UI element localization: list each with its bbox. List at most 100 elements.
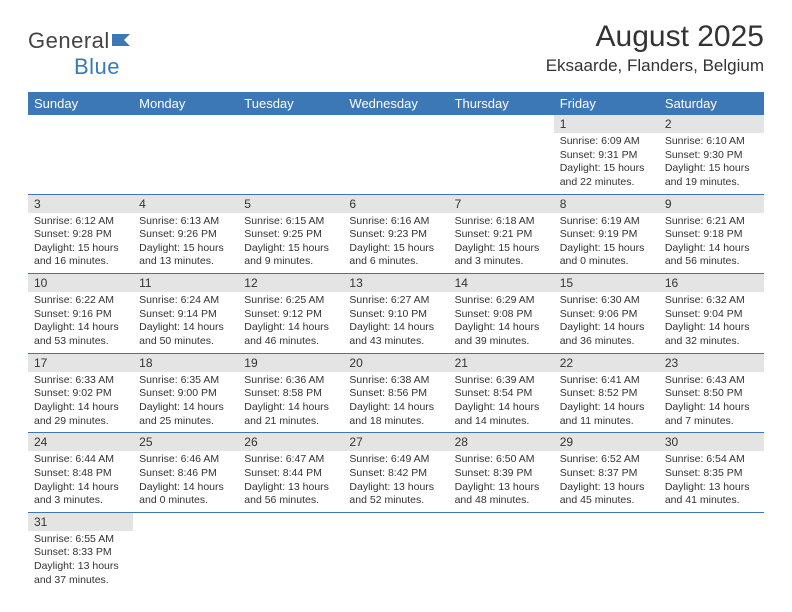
day-details: Sunrise: 6:18 AMSunset: 9:21 PMDaylight:… (449, 213, 554, 274)
sunrise-line: Sunrise: 6:22 AM (34, 294, 127, 308)
calendar-cell-empty (238, 512, 343, 591)
month-title: August 2025 (546, 20, 764, 54)
daylight-line: Daylight: 14 hours and 3 minutes. (34, 481, 127, 508)
daylight-line: Daylight: 15 hours and 6 minutes. (349, 242, 442, 269)
weekday-header: Saturday (659, 92, 764, 115)
sunrise-line: Sunrise: 6:43 AM (665, 374, 758, 388)
sunrise-line: Sunrise: 6:16 AM (349, 215, 442, 229)
day-details: Sunrise: 6:19 AMSunset: 9:19 PMDaylight:… (554, 213, 659, 274)
daylight-line: Daylight: 14 hours and 50 minutes. (139, 321, 232, 348)
sunrise-line: Sunrise: 6:15 AM (244, 215, 337, 229)
sunrise-line: Sunrise: 6:29 AM (455, 294, 548, 308)
day-number: 17 (28, 354, 133, 372)
calendar-cell: 9Sunrise: 6:21 AMSunset: 9:18 PMDaylight… (659, 194, 764, 274)
day-number: 19 (238, 354, 343, 372)
daylight-line: Daylight: 14 hours and 11 minutes. (560, 401, 653, 428)
calendar-row: 1Sunrise: 6:09 AMSunset: 9:31 PMDaylight… (28, 115, 764, 194)
day-number: 9 (659, 195, 764, 213)
sunset-line: Sunset: 9:16 PM (34, 308, 127, 322)
daylight-line: Daylight: 13 hours and 56 minutes. (244, 481, 337, 508)
calendar-cell-empty (343, 512, 448, 591)
sunrise-line: Sunrise: 6:44 AM (34, 453, 127, 467)
sunrise-line: Sunrise: 6:25 AM (244, 294, 337, 308)
daylight-line: Daylight: 14 hours and 0 minutes. (139, 481, 232, 508)
logo-word-1: General (28, 28, 110, 53)
calendar-cell-empty (238, 115, 343, 194)
sunset-line: Sunset: 8:56 PM (349, 387, 442, 401)
calendar-cell-empty (449, 115, 554, 194)
calendar-cell: 11Sunrise: 6:24 AMSunset: 9:14 PMDayligh… (133, 274, 238, 354)
sunset-line: Sunset: 9:31 PM (560, 149, 653, 163)
sunset-line: Sunset: 9:18 PM (665, 228, 758, 242)
sunrise-line: Sunrise: 6:55 AM (34, 533, 127, 547)
sunset-line: Sunset: 9:00 PM (139, 387, 232, 401)
daylight-line: Daylight: 14 hours and 32 minutes. (665, 321, 758, 348)
sunset-line: Sunset: 9:14 PM (139, 308, 232, 322)
day-details: Sunrise: 6:54 AMSunset: 8:35 PMDaylight:… (659, 451, 764, 512)
day-details: Sunrise: 6:36 AMSunset: 8:58 PMDaylight:… (238, 372, 343, 433)
calendar-cell: 24Sunrise: 6:44 AMSunset: 8:48 PMDayligh… (28, 433, 133, 513)
day-details: Sunrise: 6:38 AMSunset: 8:56 PMDaylight:… (343, 372, 448, 433)
day-details: Sunrise: 6:41 AMSunset: 8:52 PMDaylight:… (554, 372, 659, 433)
calendar-cell: 29Sunrise: 6:52 AMSunset: 8:37 PMDayligh… (554, 433, 659, 513)
day-details: Sunrise: 6:43 AMSunset: 8:50 PMDaylight:… (659, 372, 764, 433)
daylight-line: Daylight: 13 hours and 41 minutes. (665, 481, 758, 508)
daylight-line: Daylight: 14 hours and 25 minutes. (139, 401, 232, 428)
day-number: 3 (28, 195, 133, 213)
calendar-cell-empty (133, 115, 238, 194)
flag-icon (112, 28, 134, 54)
day-number: 20 (343, 354, 448, 372)
calendar-cell: 1 Sunrise: 6:09 AMSunset: 9:31 PMDaylight… (554, 115, 659, 194)
calendar-cell-empty (449, 512, 554, 591)
header: General Blue August 2025 Eksaarde, Fland… (28, 20, 764, 80)
sunset-line: Sunset: 8:44 PM (244, 467, 337, 481)
calendar-cell: 25Sunrise: 6:46 AMSunset: 8:46 PMDayligh… (133, 433, 238, 513)
daylight-line: Daylight: 14 hours and 21 minutes. (244, 401, 337, 428)
weekday-header: Monday (133, 92, 238, 115)
daylight-line: Daylight: 15 hours and 22 minutes. (560, 162, 653, 189)
sunrise-line: Sunrise: 6:50 AM (455, 453, 548, 467)
day-number: 24 (28, 433, 133, 451)
weekday-header: Thursday (449, 92, 554, 115)
calendar-cell: 23Sunrise: 6:43 AMSunset: 8:50 PMDayligh… (659, 353, 764, 433)
day-number: 21 (449, 354, 554, 372)
sunset-line: Sunset: 8:52 PM (560, 387, 653, 401)
calendar-cell: 7Sunrise: 6:18 AMSunset: 9:21 PMDaylight… (449, 194, 554, 274)
sunset-line: Sunset: 9:25 PM (244, 228, 337, 242)
sunrise-line: Sunrise: 6:36 AM (244, 374, 337, 388)
sunrise-line: Sunrise: 6:41 AM (560, 374, 653, 388)
day-details: Sunrise: 6:13 AMSunset: 9:26 PMDaylight:… (133, 213, 238, 274)
daylight-line: Daylight: 14 hours and 36 minutes. (560, 321, 653, 348)
daylight-line: Daylight: 14 hours and 39 minutes. (455, 321, 548, 348)
day-number: 29 (554, 433, 659, 451)
sunrise-line: Sunrise: 6:24 AM (139, 294, 232, 308)
day-details: Sunrise: 6:22 AMSunset: 9:16 PMDaylight:… (28, 292, 133, 353)
weekday-header: Sunday (28, 92, 133, 115)
calendar-row: 3Sunrise: 6:12 AMSunset: 9:28 PMDaylight… (28, 194, 764, 274)
sunset-line: Sunset: 9:08 PM (455, 308, 548, 322)
calendar-row: 17Sunrise: 6:33 AMSunset: 9:02 PMDayligh… (28, 353, 764, 433)
day-number: 6 (343, 195, 448, 213)
calendar-cell: 15Sunrise: 6:30 AMSunset: 9:06 PMDayligh… (554, 274, 659, 354)
daylight-line: Daylight: 15 hours and 19 minutes. (665, 162, 758, 189)
day-details: Sunrise: 6:27 AMSunset: 9:10 PMDaylight:… (343, 292, 448, 353)
calendar-cell-empty (554, 512, 659, 591)
calendar-cell: 18Sunrise: 6:35 AMSunset: 9:00 PMDayligh… (133, 353, 238, 433)
day-number: 1 (554, 115, 659, 133)
daylight-line: Daylight: 14 hours and 56 minutes. (665, 242, 758, 269)
calendar-cell: 13Sunrise: 6:27 AMSunset: 9:10 PMDayligh… (343, 274, 448, 354)
daylight-line: Daylight: 14 hours and 18 minutes. (349, 401, 442, 428)
sunset-line: Sunset: 8:58 PM (244, 387, 337, 401)
day-number: 2 (659, 115, 764, 133)
sunrise-line: Sunrise: 6:46 AM (139, 453, 232, 467)
location: Eksaarde, Flanders, Belgium (546, 56, 764, 76)
daylight-line: Daylight: 14 hours and 7 minutes. (665, 401, 758, 428)
sunrise-line: Sunrise: 6:32 AM (665, 294, 758, 308)
calendar-cell: 31Sunrise: 6:55 AMSunset: 8:33 PMDayligh… (28, 512, 133, 591)
sunset-line: Sunset: 8:50 PM (665, 387, 758, 401)
daylight-line: Daylight: 13 hours and 45 minutes. (560, 481, 653, 508)
sunrise-line: Sunrise: 6:09 AM (560, 135, 653, 149)
day-details: Sunrise: 6:50 AMSunset: 8:39 PMDaylight:… (449, 451, 554, 512)
calendar-cell: 14Sunrise: 6:29 AMSunset: 9:08 PMDayligh… (449, 274, 554, 354)
daylight-line: Daylight: 15 hours and 3 minutes. (455, 242, 548, 269)
